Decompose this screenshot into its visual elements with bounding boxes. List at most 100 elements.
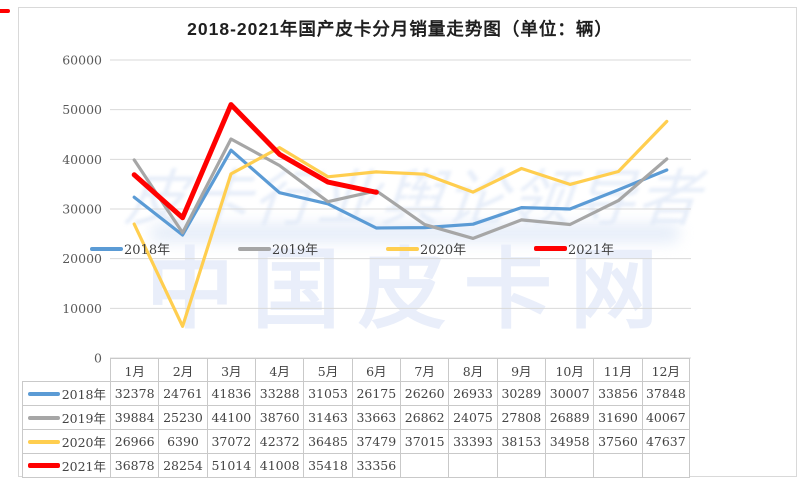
table-cell (544, 453, 594, 478)
legend-line-icon (534, 246, 567, 251)
month-header-cell: 8月 (448, 358, 497, 381)
table-cell: 33288 (254, 381, 304, 405)
series-line-2021年 (131, 102, 379, 221)
month-header-cell: 4月 (254, 358, 304, 381)
legend-item-2018年: 2018年 (90, 241, 171, 258)
month-header-cell: 2月 (158, 358, 207, 381)
table-cell (641, 453, 690, 478)
table-cell: 26966 (110, 429, 159, 453)
series-line-icon (27, 415, 60, 420)
legend-item-2021年: 2021年 (534, 241, 615, 258)
series-label-cell: 2021年 (22, 453, 110, 478)
table-cell: 31690 (593, 405, 642, 429)
y-axis-tick-label: 40000 (62, 152, 102, 167)
table-cell: 38760 (254, 405, 304, 429)
table-cell: 24761 (158, 381, 207, 405)
table-cell (593, 453, 642, 478)
table-cell: 37072 (206, 429, 255, 453)
month-header-cell: 10月 (544, 358, 594, 381)
table-cell: 30289 (496, 381, 545, 405)
table-cell: 41836 (206, 381, 255, 405)
table-cell: 33663 (351, 405, 400, 429)
table-cell: 25230 (158, 405, 207, 429)
table-cell: 26175 (351, 381, 400, 405)
series-line-icon (27, 463, 60, 468)
table-cell: 26889 (544, 405, 594, 429)
table-cell: 39884 (110, 405, 159, 429)
legend-line-icon (90, 246, 123, 251)
table-cell: 33393 (448, 429, 497, 453)
legend-line-icon (238, 246, 271, 251)
series-line-icon (27, 391, 60, 396)
series-line-2019年 (132, 137, 669, 240)
table-cell: 40067 (641, 405, 690, 429)
y-axis-tick-label: 10000 (62, 301, 102, 316)
series-name: 2018年 (61, 387, 106, 402)
table-cell: 36485 (303, 429, 352, 453)
table-cell: 42372 (254, 429, 304, 453)
series-line-2020年 (132, 119, 669, 328)
table-cell: 6390 (158, 429, 207, 453)
series-label-cell: 2018年 (22, 381, 110, 405)
month-header-cell: 11月 (593, 358, 642, 381)
legend-label: 2021年 (568, 243, 615, 258)
month-header-cell: 5月 (303, 358, 352, 381)
table-cell: 24075 (448, 405, 497, 429)
y-axis-tick-label: 0 (94, 351, 102, 366)
table-cell: 31053 (303, 381, 352, 405)
table-cell: 51014 (206, 453, 255, 478)
table-cell: 47637 (641, 429, 690, 453)
table-cell: 34958 (544, 429, 594, 453)
y-axis-tick-label: 50000 (62, 102, 102, 117)
y-axis-tick-label: 20000 (62, 251, 102, 266)
legend-item-2019年: 2019年 (238, 241, 319, 258)
table-cell: 37848 (641, 381, 690, 405)
table-cell: 31463 (303, 405, 352, 429)
table-cell: 37479 (351, 429, 400, 453)
legend-label: 2020年 (420, 243, 467, 258)
table-cell: 38153 (496, 429, 545, 453)
series-name: 2019年 (61, 411, 106, 426)
table-cell (399, 453, 449, 478)
table-cell: 35418 (303, 453, 352, 478)
table-cell: 36878 (110, 453, 159, 478)
month-header-cell: 3月 (206, 358, 255, 381)
month-header-cell: 1月 (110, 358, 159, 381)
table-cell: 27808 (496, 405, 545, 429)
data-table: 1月 2月 3月 4月 5月 6月 7月 8月 9月 10月 11月 12月 2018年 32378 247… (22, 358, 690, 478)
table-cell: 26933 (448, 381, 497, 405)
table-cell (448, 453, 497, 478)
legend-item-2020年: 2020年 (386, 241, 467, 258)
y-axis-tick-label: 30000 (62, 202, 102, 217)
series-line-2018年 (132, 148, 669, 237)
table-cell: 32378 (110, 381, 159, 405)
month-header-cell: 6月 (351, 358, 400, 381)
table-cell: 37560 (593, 429, 642, 453)
table-cell: 33856 (593, 381, 642, 405)
month-header-cell: 7月 (399, 358, 449, 381)
legend-label: 2019年 (272, 243, 319, 258)
legend-line-icon (386, 246, 419, 251)
table-cell: 37015 (399, 429, 449, 453)
month-header-cell: 9月 (496, 358, 545, 381)
legend-label: 2018年 (124, 243, 171, 258)
table-cell: 28254 (158, 453, 207, 478)
table-cell: 33356 (351, 453, 400, 478)
chart-title: 2018-2021年国产皮卡分月销量走势图（单位：辆） (187, 19, 613, 39)
series-line-icon (27, 439, 60, 444)
corner-red-mark (0, 9, 10, 13)
table-cell: 44100 (206, 405, 255, 429)
table-cell: 30007 (544, 381, 594, 405)
y-axis-tick-label: 60000 (62, 53, 102, 68)
series-label-cell: 2019年 (22, 405, 110, 429)
table-corner-cell (22, 358, 110, 380)
series-name: 2021年 (61, 459, 106, 474)
series-name: 2020年 (61, 435, 106, 450)
table-cell: 26260 (399, 381, 449, 405)
table-cell: 41008 (254, 453, 304, 478)
table-cell: 26862 (399, 405, 449, 429)
table-cell (496, 453, 545, 478)
series-label-cell: 2020年 (22, 429, 110, 453)
month-header-cell: 12月 (641, 358, 690, 381)
